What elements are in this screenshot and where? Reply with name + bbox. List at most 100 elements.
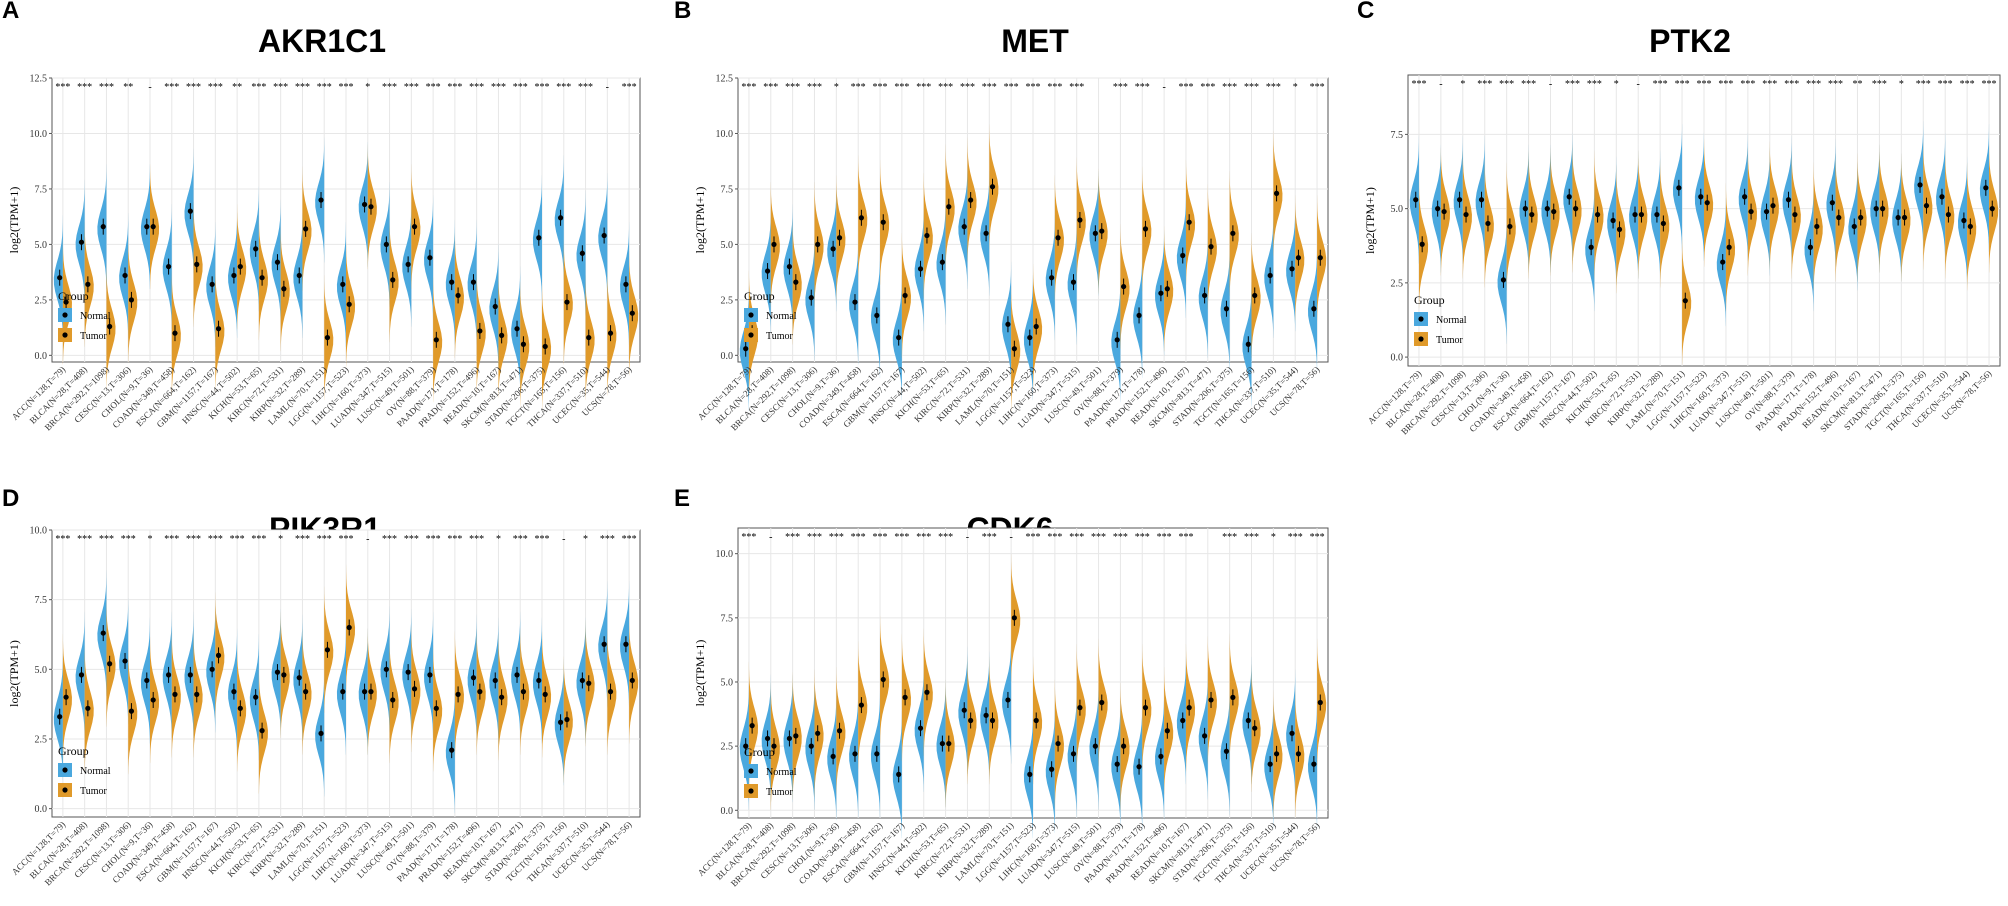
significance-label: *	[834, 82, 839, 93]
median-point-normal	[361, 689, 368, 695]
median-point-tumor	[629, 310, 635, 316]
significance-label: ***	[469, 82, 484, 93]
median-point-tumor	[1142, 705, 1149, 711]
median-point-tumor	[815, 241, 821, 248]
median-point-normal	[786, 735, 793, 742]
y-tick-label: 10.0	[716, 549, 734, 560]
significance-label: ***	[1113, 532, 1128, 543]
panel-e: ECDK60.02.55.07.510.0log2(TPM+1)***ACC(N…	[674, 485, 1329, 889]
median-point-normal	[405, 261, 411, 267]
median-point-normal	[1136, 312, 1142, 319]
significance-label: ***	[1872, 79, 1887, 90]
median-point-normal	[1180, 252, 1186, 259]
median-point-tumor	[1077, 705, 1083, 711]
legend-point-tumor	[1418, 336, 1424, 342]
median-point-normal	[1917, 182, 1923, 188]
significance-label: ***	[1411, 79, 1426, 90]
median-point-normal	[1158, 290, 1164, 296]
significance-label: ***	[1521, 79, 1536, 90]
median-point-tumor	[586, 334, 592, 341]
median-point-tumor	[107, 661, 113, 667]
median-point-normal	[1136, 764, 1142, 770]
median-point-tumor	[749, 723, 755, 729]
median-point-tumor	[858, 215, 864, 221]
median-point-tumor	[368, 689, 374, 695]
median-point-tumor	[63, 299, 69, 305]
median-point-normal	[1114, 337, 1120, 343]
median-point-tumor	[946, 740, 952, 747]
median-point-normal	[983, 712, 989, 718]
legend-title: Group	[58, 744, 89, 758]
median-point-normal	[209, 666, 215, 672]
significance-label: ***	[317, 82, 332, 93]
y-tick-label: 10.0	[30, 526, 48, 537]
median-point-tumor	[586, 680, 592, 686]
median-point-tumor	[880, 676, 886, 683]
median-point-normal	[318, 197, 324, 203]
significance-label: -	[366, 534, 369, 545]
median-point-tumor	[1099, 699, 1105, 706]
median-point-tumor	[946, 204, 952, 210]
median-point-normal	[874, 751, 880, 757]
median-point-tumor	[1273, 190, 1280, 196]
legend-item-tumor: Tumor	[80, 786, 108, 797]
median-point-normal	[1092, 743, 1098, 749]
significance-label: -	[1549, 79, 1552, 90]
median-point-normal	[514, 672, 520, 678]
median-point-tumor	[607, 689, 614, 695]
significance-label: ***	[1718, 79, 1733, 90]
median-point-normal	[57, 714, 63, 720]
significance-label: ***	[894, 532, 909, 543]
legend-point-tumor	[62, 332, 68, 338]
median-point-tumor	[1616, 226, 1623, 233]
significance-label: **	[232, 82, 242, 93]
y-tick-label: 7.5	[35, 595, 48, 606]
median-point-normal	[961, 707, 967, 713]
significance-label: ***	[426, 82, 441, 93]
median-point-tumor	[324, 647, 331, 653]
significance-label: ***	[1982, 79, 1997, 90]
significance-label: *	[1460, 79, 1465, 90]
significance-label: ***	[382, 82, 397, 93]
median-point-normal	[1114, 761, 1120, 767]
median-point-normal	[601, 641, 607, 647]
significance-label: ***	[1310, 532, 1325, 543]
significance-label: ***	[1244, 82, 1259, 93]
median-point-normal	[1245, 341, 1251, 347]
panel-a: AAKR1C10.02.55.07.510.012.5log2(TPM+1)**…	[2, 0, 641, 433]
legend-item-normal: Normal	[766, 311, 797, 322]
significance-label: ***	[1266, 82, 1281, 93]
median-point-normal	[1742, 194, 1748, 200]
median-point-normal	[896, 771, 902, 777]
median-point-tumor	[793, 733, 799, 739]
significance-label: -	[1439, 79, 1442, 90]
median-point-tumor	[411, 686, 418, 692]
median-point-normal	[144, 224, 150, 230]
panel-label: A	[2, 0, 19, 24]
median-point-normal	[187, 672, 193, 678]
significance-label: *	[583, 534, 588, 545]
median-point-normal	[165, 672, 172, 678]
panel-label: C	[1357, 0, 1374, 24]
median-point-normal	[1588, 244, 1594, 250]
median-point-tumor	[128, 297, 135, 303]
y-axis-label: log2(TPM+1)	[693, 187, 707, 254]
median-point-tumor	[564, 299, 570, 305]
median-point-normal	[1500, 277, 1507, 283]
legend-title: Group	[1414, 293, 1445, 307]
median-point-tumor	[172, 691, 178, 697]
median-point-normal	[449, 279, 455, 285]
median-point-normal	[896, 334, 902, 341]
median-point-normal	[1456, 197, 1463, 203]
median-point-tumor	[880, 219, 886, 225]
significance-label: -	[769, 532, 772, 543]
significance-label: ***	[426, 534, 441, 545]
median-point-normal	[1895, 214, 1901, 221]
y-tick-label: 5.0	[35, 240, 48, 251]
median-point-tumor	[1055, 235, 1061, 241]
median-point-tumor	[477, 689, 483, 695]
significance-label: ***	[1091, 532, 1106, 543]
significance-label: ***	[1157, 532, 1172, 543]
median-point-tumor	[1317, 255, 1323, 261]
median-point-normal	[1070, 751, 1077, 757]
